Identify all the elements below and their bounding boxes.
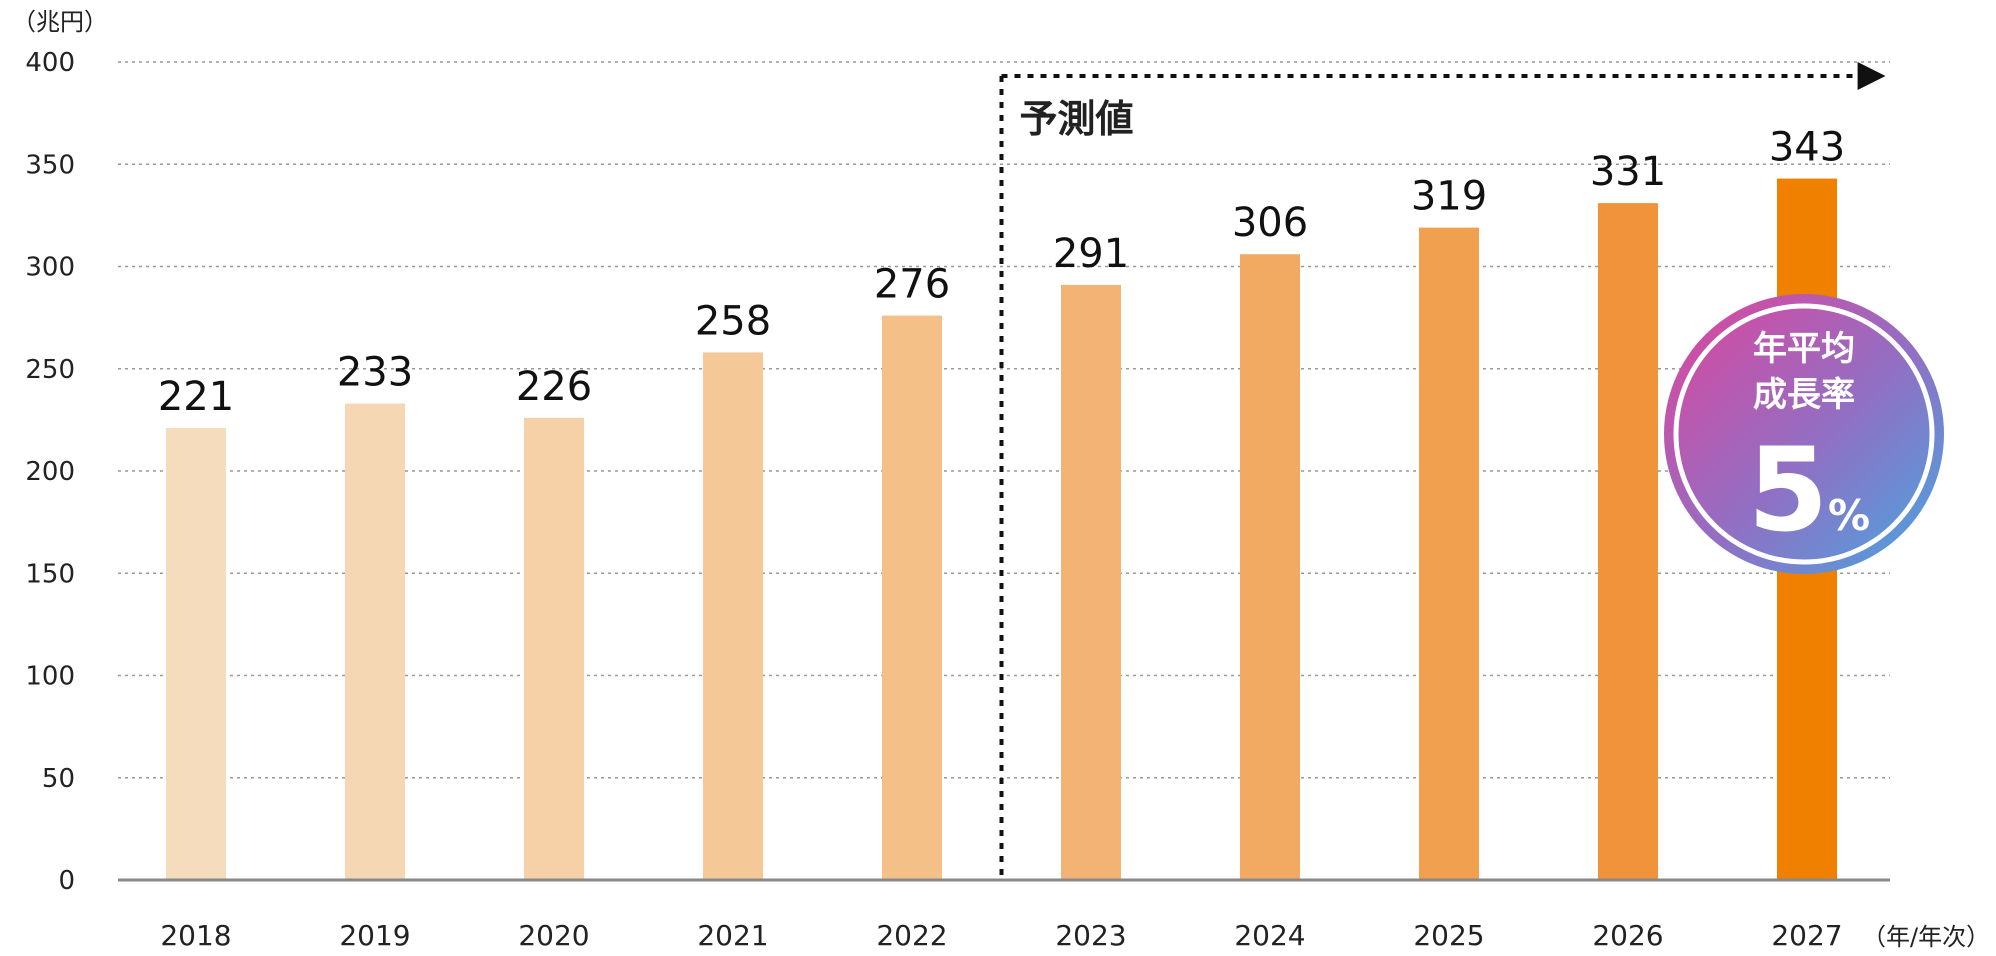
x-axis-ticks: 2018 2019 2020 2021 2022 2023 2024 2025 2026 2027 — [160, 919, 1842, 952]
y-axis-unit-label: （兆円） — [12, 8, 108, 36]
y-axis-ticks: 0 50 100 150 200 250 300 350 400 — [25, 48, 75, 896]
forecast-label: 予測値 — [1020, 97, 1134, 141]
x-tick-label-2026: 2026 — [1592, 919, 1663, 952]
value-label-2025: 319 — [1411, 174, 1487, 220]
y-tick-label: 250 — [25, 355, 75, 385]
x-tick-label-2020: 2020 — [518, 919, 589, 952]
x-tick-label-2019: 2019 — [339, 919, 410, 952]
y-tick-label: 400 — [25, 48, 75, 78]
bar-2020 — [524, 417, 584, 880]
bar-2026 — [1598, 203, 1658, 881]
y-tick-label: 200 — [25, 457, 75, 487]
bar-2025 — [1419, 227, 1479, 880]
growth-rate-badge: 年平均 成長率 5 % — [1664, 294, 1944, 574]
y-tick-label: 300 — [25, 253, 75, 283]
value-label-2022: 276 — [874, 262, 950, 308]
badge-value: 5 — [1748, 423, 1829, 558]
y-tick-label: 100 — [25, 662, 75, 692]
badge-line1: 年平均 — [1753, 329, 1855, 369]
x-tick-label-2027: 2027 — [1771, 919, 1842, 952]
bar-2019 — [345, 403, 405, 880]
badge-line2: 成長率 — [1753, 375, 1855, 415]
y-tick-label: 150 — [25, 559, 75, 589]
value-label-2024: 306 — [1232, 200, 1308, 246]
badge-suffix: % — [1828, 491, 1870, 540]
x-tick-label-2023: 2023 — [1055, 919, 1126, 952]
bar-2021 — [703, 352, 763, 880]
value-label-2018: 221 — [158, 374, 234, 420]
badge-outer-circle — [1664, 294, 1944, 574]
bar-2018 — [166, 428, 226, 880]
bar-2024 — [1240, 254, 1300, 881]
value-labels: 221 233 226 258 276 291 306 319 331 343 — [158, 125, 1845, 420]
value-label-2027: 343 — [1769, 125, 1845, 171]
value-label-2026: 331 — [1590, 149, 1666, 195]
y-tick-label: 0 — [58, 866, 75, 896]
bar-2023 — [1061, 284, 1121, 880]
value-label-2023: 291 — [1053, 231, 1129, 277]
x-axis-unit-label: （年/年次） — [1862, 923, 1990, 951]
gridlines — [118, 61, 1890, 779]
x-tick-label-2018: 2018 — [160, 919, 231, 952]
value-label-2020: 226 — [516, 364, 592, 410]
x-tick-label-2025: 2025 — [1413, 919, 1484, 952]
value-label-2021: 258 — [695, 298, 771, 344]
bars — [166, 178, 1837, 881]
forecast-region: 予測値 — [999, 62, 1886, 880]
badge-inner-ring — [1673, 303, 1935, 565]
bar-2022 — [882, 315, 942, 881]
y-tick-label: 350 — [25, 150, 75, 180]
x-tick-label-2021: 2021 — [697, 919, 768, 952]
x-tick-label-2022: 2022 — [876, 919, 947, 952]
y-tick-label: 50 — [42, 764, 75, 794]
x-tick-label-2024: 2024 — [1234, 919, 1305, 952]
value-label-2019: 233 — [337, 350, 413, 396]
